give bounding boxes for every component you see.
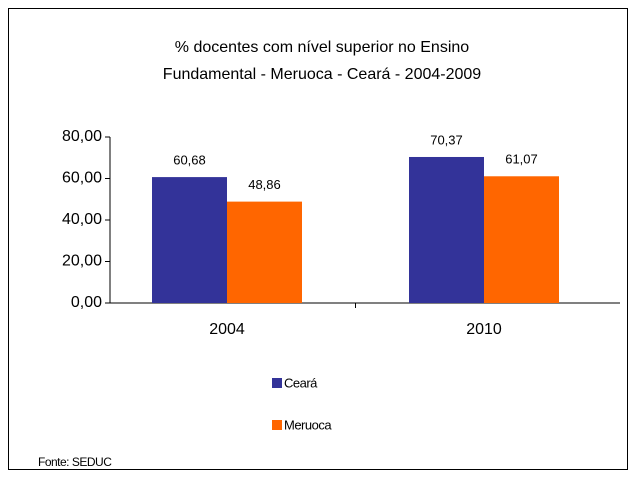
- bar: [484, 176, 559, 303]
- y-tick-label: 60,00: [62, 170, 102, 187]
- value-label: 61,07: [505, 152, 538, 167]
- legend-label: Ceará: [284, 375, 318, 390]
- value-label: 60,68: [173, 153, 206, 168]
- chart-title: Fundamental - Meruoca - Ceará - 2004-200…: [163, 66, 481, 83]
- y-tick-label: 80,00: [62, 128, 102, 145]
- chart-title: % docentes com nível superior no Ensino: [175, 39, 469, 56]
- y-tick-label: 40,00: [62, 211, 102, 228]
- bar: [152, 177, 227, 303]
- value-label: 70,37: [430, 132, 463, 147]
- y-tick-label: 0,00: [71, 294, 102, 311]
- legend-label: Meruoca: [284, 417, 332, 432]
- bar: [227, 201, 302, 303]
- legend-swatch: [272, 420, 282, 430]
- source-note: Fonte: SEDUC: [38, 455, 112, 469]
- x-tick-label: 2004: [209, 321, 245, 338]
- y-tick-label: 20,00: [62, 253, 102, 270]
- x-tick-label: 2010: [466, 321, 502, 338]
- bar: [409, 156, 484, 303]
- legend-swatch: [272, 378, 282, 388]
- value-label: 48,86: [248, 177, 281, 192]
